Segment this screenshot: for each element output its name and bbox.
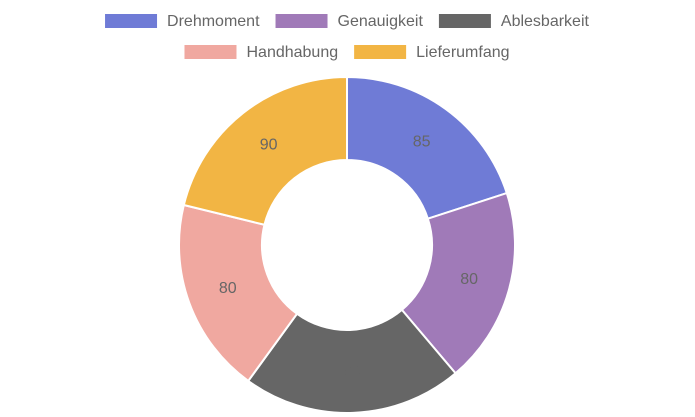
donut-segment — [400, 191, 516, 375]
value-label: 80 — [460, 271, 478, 288]
donut-segment — [178, 203, 299, 383]
value-label: 90 — [260, 136, 278, 153]
donut-segment — [246, 308, 457, 414]
donut-segment — [346, 75, 509, 220]
value-label: 90 — [343, 363, 361, 380]
legend-swatch — [354, 45, 407, 59]
legend-label: Genauigkeit — [338, 13, 424, 30]
legend-label: Drehmoment — [167, 13, 260, 30]
legend-swatch — [275, 14, 328, 28]
value-label: 85 — [413, 133, 431, 150]
value-label: 80 — [219, 280, 237, 297]
legend-swatch — [105, 14, 158, 28]
legend-swatch — [438, 14, 491, 28]
legend-label: Lieferumfang — [416, 44, 509, 61]
legend-label: Handhabung — [246, 44, 338, 61]
legend-swatch — [184, 45, 237, 59]
donut-segment — [182, 75, 348, 226]
legend-label: Ablesbarkeit — [501, 13, 590, 30]
